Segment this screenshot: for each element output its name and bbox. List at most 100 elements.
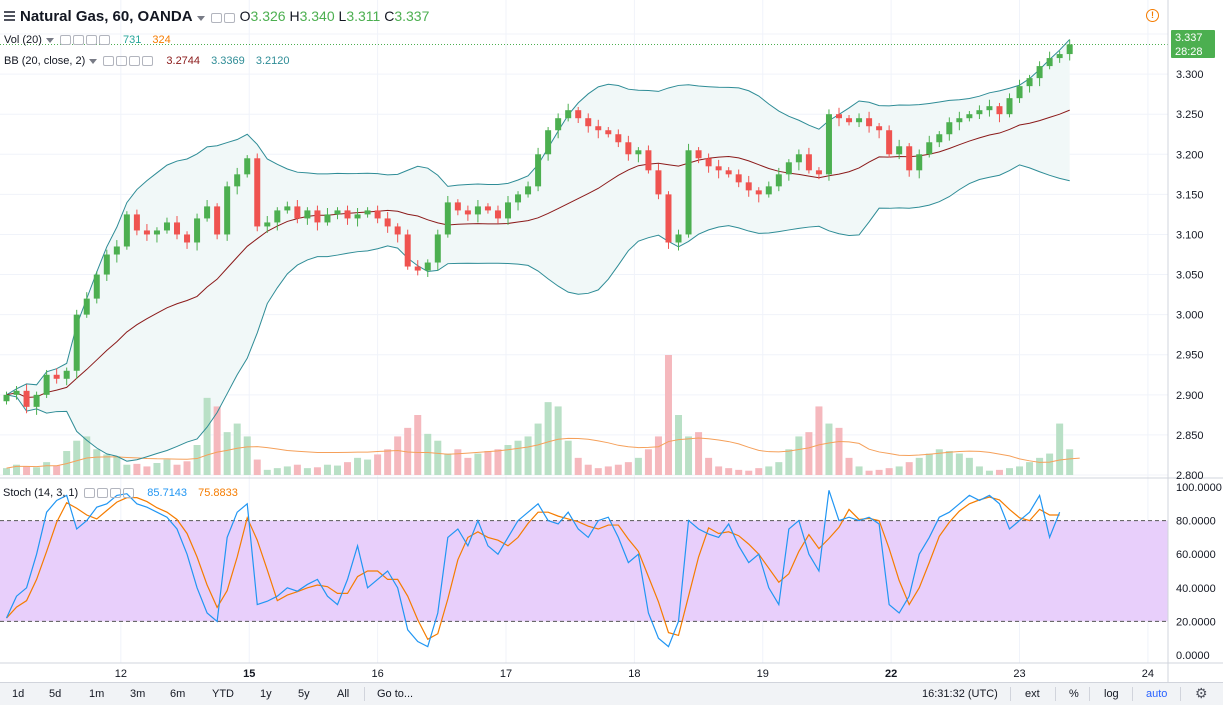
- price-tick-label: 3.100: [1176, 229, 1204, 241]
- more-icon[interactable]: [110, 488, 122, 499]
- volume-bar: [715, 466, 723, 475]
- range-3m-button[interactable]: 3m: [130, 688, 146, 700]
- ext-toggle[interactable]: ext: [1025, 688, 1040, 700]
- candle-body: [896, 146, 903, 155]
- volume-bar: [735, 469, 743, 475]
- range-5y-button[interactable]: 5y: [298, 688, 310, 700]
- gear-icon[interactable]: ⚙: [1195, 685, 1208, 701]
- exclamation-circle-icon[interactable]: !: [1146, 9, 1159, 22]
- close-icon[interactable]: [123, 488, 135, 499]
- candle-body: [1006, 98, 1013, 115]
- volume-bar: [1026, 462, 1034, 475]
- volume-bar: [43, 462, 51, 475]
- volume-ma-value: 324: [152, 34, 171, 46]
- more-icon[interactable]: [129, 56, 141, 67]
- candle-body: [163, 222, 170, 231]
- volume-bar: [975, 466, 983, 475]
- close-icon[interactable]: [142, 56, 154, 67]
- candle-body: [324, 214, 331, 223]
- volume-value: 731: [122, 34, 142, 46]
- volume-bar: [1066, 449, 1074, 475]
- eye-icon[interactable]: [59, 35, 71, 46]
- candle: [284, 201, 291, 214]
- chevron-down-icon[interactable]: [196, 15, 205, 21]
- volume-bar: [404, 427, 412, 475]
- volume-bar: [815, 406, 823, 475]
- candle: [926, 135, 933, 158]
- eye-icon[interactable]: [84, 488, 96, 499]
- log-toggle[interactable]: log: [1104, 688, 1119, 700]
- stochastic-pane: [0, 490, 1168, 648]
- candle-body: [143, 230, 150, 235]
- percent-toggle[interactable]: %: [1069, 688, 1079, 700]
- candle-body: [454, 202, 461, 211]
- volume-bar: [23, 466, 31, 475]
- candle: [374, 205, 381, 224]
- volume-bar: [293, 464, 301, 475]
- settings-icon[interactable]: [97, 488, 109, 499]
- goto-button[interactable]: Go to...: [377, 688, 414, 700]
- more-icon[interactable]: [85, 35, 97, 46]
- volume-bar: [514, 440, 522, 475]
- candle-body: [314, 210, 321, 223]
- chevron-down-icon[interactable]: [89, 58, 98, 64]
- auto-toggle[interactable]: auto: [1146, 688, 1168, 700]
- candle: [625, 135, 632, 161]
- volume-bar: [374, 454, 382, 475]
- stoch-tick-label: 60.0000: [1176, 549, 1216, 561]
- volume-bar: [604, 466, 612, 475]
- candle: [755, 187, 762, 203]
- range-1y-button[interactable]: 1y: [260, 688, 272, 700]
- volume-bar: [1016, 466, 1024, 475]
- price-candles[interactable]: [3, 39, 1073, 415]
- volume-bar: [303, 468, 311, 475]
- clock-time[interactable]: 16:31:32 (UTC): [922, 688, 998, 700]
- volume-bar: [584, 464, 592, 475]
- settings-icon[interactable]: [116, 56, 128, 67]
- volume-bar: [654, 436, 662, 475]
- volume-bar: [765, 466, 773, 475]
- range-1m-button[interactable]: 1m: [89, 688, 105, 700]
- candle: [996, 102, 1003, 123]
- candle: [1036, 61, 1043, 87]
- time-tick-label: 15: [243, 668, 255, 680]
- stochastic-label[interactable]: Stoch (14, 3, 1): [3, 487, 79, 499]
- volume-bar: [634, 457, 642, 475]
- range-1d-button[interactable]: 1d: [12, 688, 25, 700]
- volume-bar: [614, 464, 622, 475]
- volume-bar: [113, 456, 121, 475]
- settings-icon[interactable]: [72, 35, 84, 46]
- candle-body: [304, 210, 311, 219]
- candle: [835, 107, 842, 127]
- menu-icon[interactable]: [4, 11, 15, 21]
- range-5d-button[interactable]: 5d: [49, 688, 62, 700]
- symbol-title[interactable]: Natural Gas, 60, OANDA: [20, 8, 193, 25]
- candle-body: [474, 206, 481, 215]
- range-6m-button[interactable]: 6m: [170, 688, 186, 700]
- range-all-button[interactable]: All: [337, 688, 350, 700]
- candle: [966, 110, 973, 122]
- chevron-down-icon[interactable]: [45, 37, 54, 43]
- settings-icon[interactable]: [210, 13, 222, 24]
- eye-icon[interactable]: [223, 13, 235, 24]
- candle-body: [886, 130, 893, 155]
- candle-body: [103, 254, 110, 275]
- candle: [464, 205, 471, 221]
- price-badge: 3.337 28:28: [1171, 30, 1215, 58]
- close-icon[interactable]: [98, 35, 110, 46]
- toolbar-divider: [1132, 687, 1133, 701]
- candle-body: [214, 206, 221, 235]
- candle: [194, 213, 201, 251]
- candle: [384, 212, 391, 233]
- stochastic-d-value: 75.8833: [198, 487, 238, 499]
- volume-bar: [1036, 457, 1044, 475]
- eye-icon[interactable]: [103, 56, 115, 67]
- volume-label[interactable]: Vol (20): [4, 34, 42, 46]
- volume-bar: [193, 445, 201, 475]
- bollinger-label[interactable]: BB (20, close, 2): [4, 55, 86, 67]
- candle: [675, 229, 682, 251]
- candle: [525, 181, 532, 198]
- range-ytd-button[interactable]: YTD: [212, 688, 234, 700]
- time-tick-label: 17: [500, 668, 512, 680]
- candle-body: [986, 106, 993, 111]
